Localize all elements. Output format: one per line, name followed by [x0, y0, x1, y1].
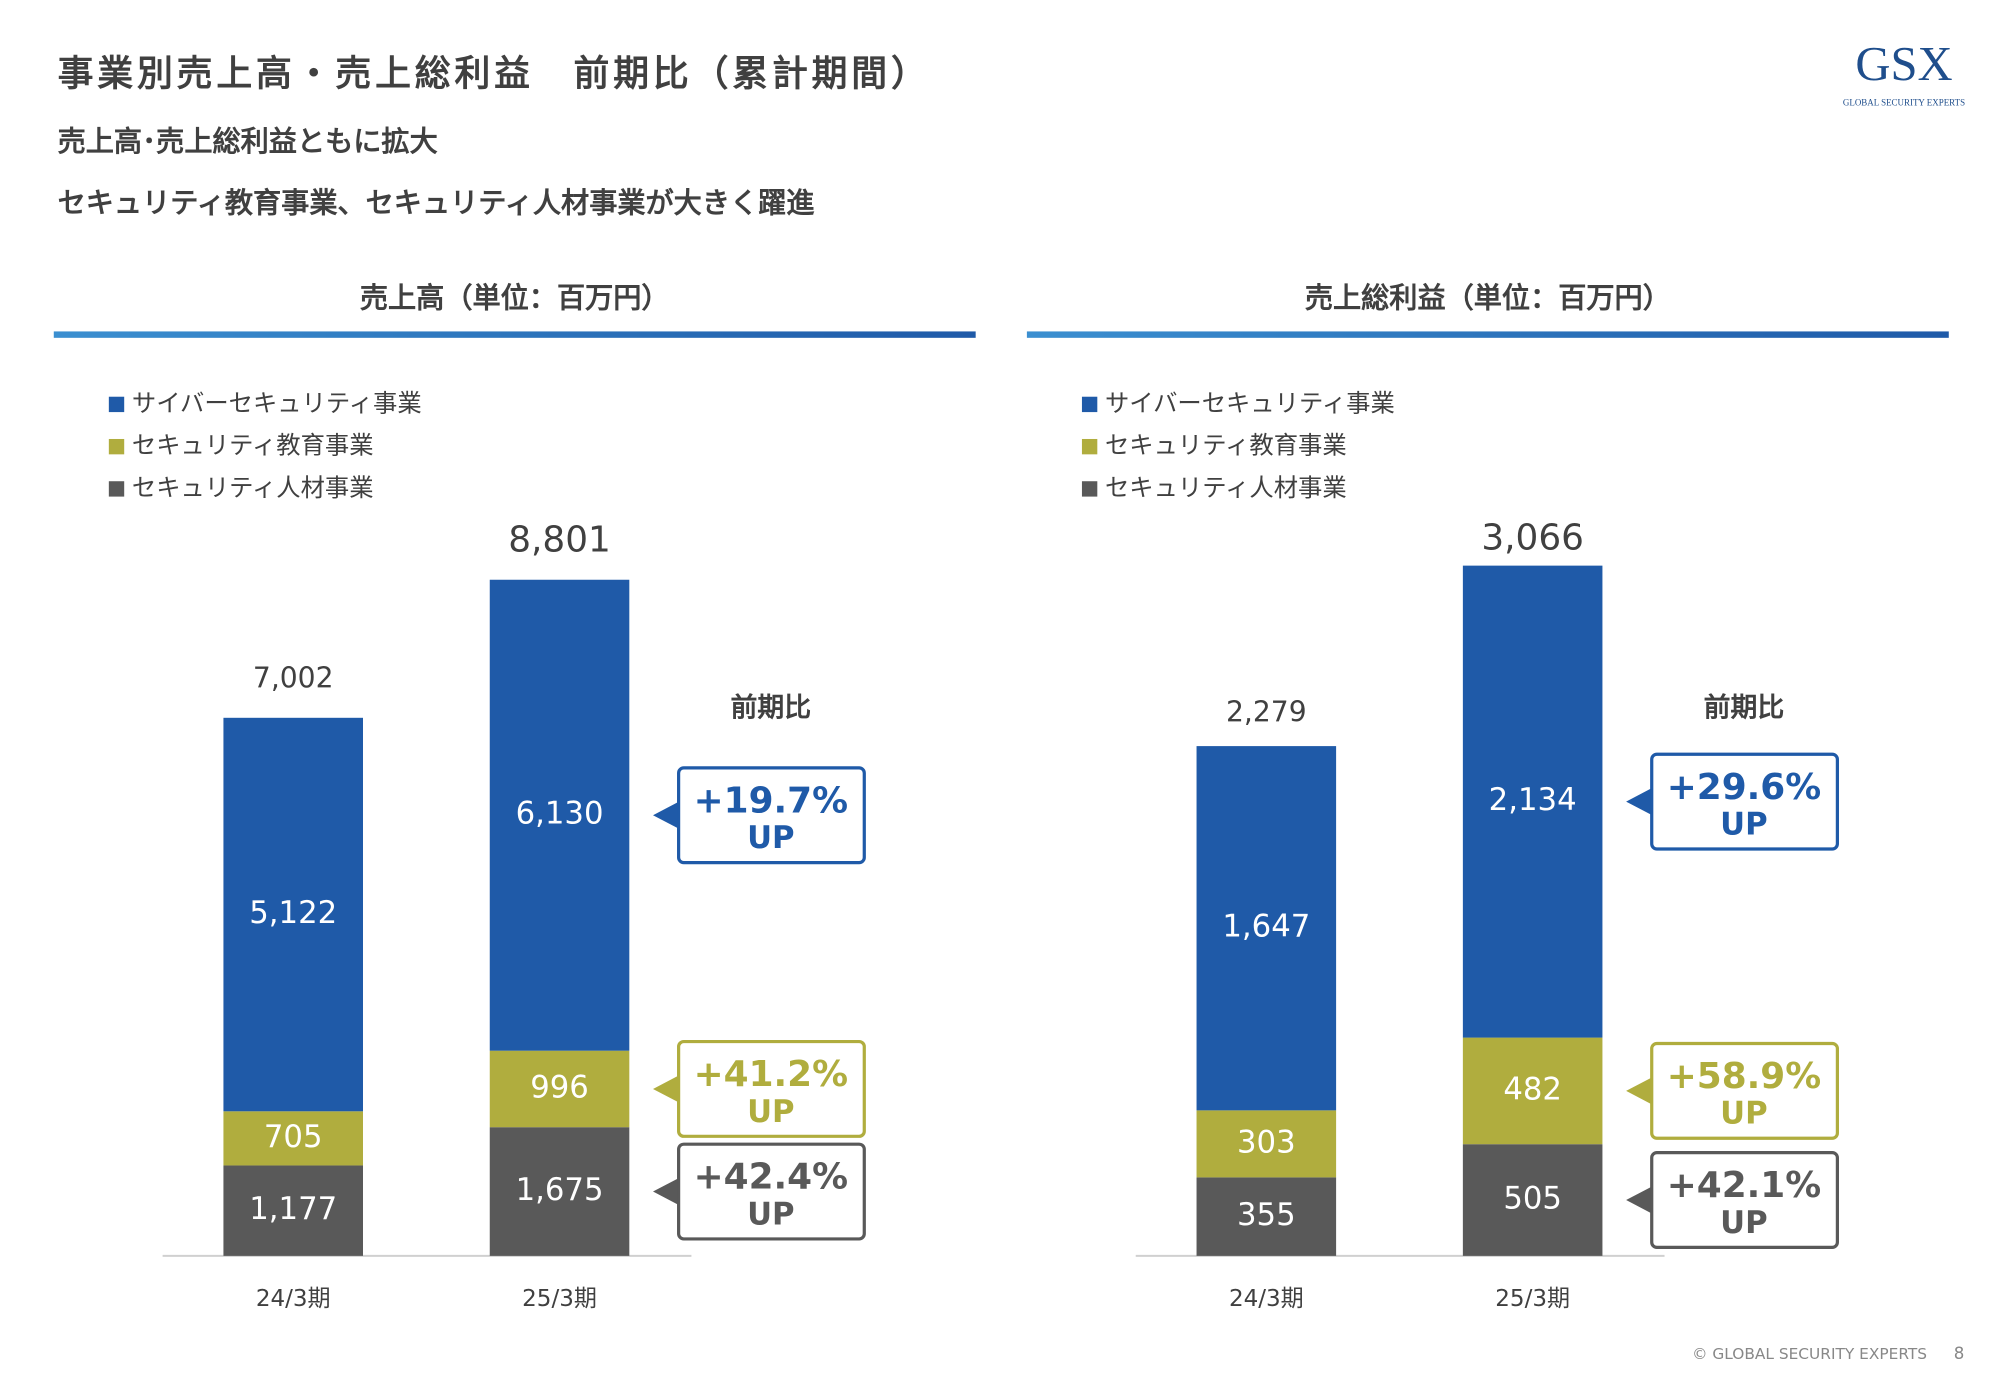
total-label: 8,801 — [508, 519, 611, 560]
comparison-title: 前期比 — [1704, 692, 1785, 724]
callout-arrow — [653, 801, 680, 830]
subtitle: 売上高･売上総利益ともに拡大 — [58, 125, 438, 158]
copyright: © GLOBAL SECURITY EXPERTS — [1692, 1345, 1927, 1363]
change-note: UP — [1720, 806, 1767, 842]
bar-segment — [1196, 1177, 1337, 1256]
value-label: 996 — [530, 1069, 589, 1105]
x-tick-label: 25/3期 — [522, 1286, 597, 1312]
chart-title: 売上総利益（単位：百万円） — [1305, 281, 1671, 314]
callout-box — [1650, 1041, 1839, 1140]
value-label: 1,675 — [516, 1172, 604, 1208]
callout-arrow — [653, 1074, 680, 1104]
legend-swatch — [108, 481, 125, 497]
legend-swatch — [108, 396, 125, 413]
legend-swatch — [108, 438, 125, 455]
callout-box — [1650, 752, 1839, 851]
legend-label: セキュリティ教育事業 — [132, 431, 374, 460]
bar-segment — [1462, 1144, 1603, 1256]
page-number: 8 — [1954, 1344, 1965, 1363]
value-label: 2,134 — [1489, 782, 1577, 818]
value-label: 482 — [1503, 1071, 1562, 1107]
legend-label: セキュリティ教育事業 — [1105, 431, 1347, 460]
change-note: UP — [747, 1094, 794, 1130]
callout-arrow — [653, 1177, 680, 1206]
value-label: 5,122 — [249, 895, 337, 931]
callout-box — [1650, 1151, 1839, 1250]
x-tick-label: 24/3期 — [256, 1286, 331, 1312]
bar-segment — [489, 1050, 630, 1128]
total-label: 3,066 — [1481, 517, 1584, 558]
value-label: 355 — [1237, 1197, 1296, 1233]
change-label: +42.1% — [1667, 1165, 1821, 1206]
x-tick-label: 24/3期 — [1229, 1286, 1304, 1312]
change-label: +19.7% — [694, 780, 848, 821]
comparison-title: 前期比 — [730, 692, 811, 724]
logo: GSX — [1855, 37, 1952, 91]
x-tick-label: 25/3期 — [1495, 1286, 1570, 1312]
subtitle: セキュリティ教育事業、セキュリティ人材事業が大きく躍進 — [58, 187, 816, 220]
callout-arrow — [1626, 1076, 1654, 1105]
bar-segment — [489, 579, 630, 1051]
total-label: 2,279 — [1226, 695, 1307, 728]
legend-label: セキュリティ人材事業 — [1105, 473, 1347, 502]
value-label: 705 — [264, 1119, 323, 1155]
bar-segment — [223, 717, 363, 1112]
change-note: UP — [1720, 1096, 1767, 1132]
value-label: 505 — [1503, 1181, 1562, 1217]
legend-swatch — [1081, 438, 1098, 455]
value-label: 1,647 — [1222, 909, 1310, 945]
title-rule — [1026, 331, 1949, 338]
legend-swatch — [1081, 481, 1098, 497]
title-rule — [53, 331, 976, 338]
bar-segment — [1462, 565, 1603, 1038]
change-label: +58.9% — [1667, 1056, 1821, 1097]
callout-arrow — [1626, 1185, 1654, 1215]
callout-box — [677, 1142, 866, 1241]
value-label: 303 — [1237, 1124, 1296, 1160]
change-note: UP — [747, 1196, 794, 1232]
chart-title: 売上高（単位：百万円） — [360, 281, 670, 314]
total-label: 7,002 — [253, 662, 334, 695]
bar-segment — [223, 1111, 363, 1166]
bar-segment — [1196, 746, 1337, 1111]
bar-segment — [223, 1165, 363, 1256]
bar-segment — [1196, 1110, 1337, 1178]
legend-label: サイバーセキュリティ事業 — [1105, 388, 1395, 417]
value-label: 1,177 — [249, 1191, 337, 1227]
callout-box — [677, 1039, 866, 1138]
bar-segment — [1462, 1037, 1603, 1145]
legend-label: セキュリティ人材事業 — [132, 473, 374, 502]
callout-arrow — [1626, 787, 1654, 816]
legend-swatch — [1081, 396, 1098, 413]
change-label: +41.2% — [694, 1054, 848, 1095]
value-label: 6,130 — [516, 796, 604, 832]
change-label: +29.6% — [1667, 767, 1821, 808]
change-note: UP — [747, 820, 794, 856]
legend-label: サイバーセキュリティ事業 — [132, 388, 422, 417]
callout-box — [677, 766, 866, 865]
change-label: +42.4% — [694, 1157, 848, 1198]
slide-title: 事業別売上高・売上総利益 前期比（累計期間） — [58, 53, 931, 94]
logo-tagline: GLOBAL SECURITY EXPERTS — [1843, 98, 1965, 108]
change-note: UP — [1720, 1205, 1767, 1241]
bar-segment — [489, 1127, 630, 1256]
